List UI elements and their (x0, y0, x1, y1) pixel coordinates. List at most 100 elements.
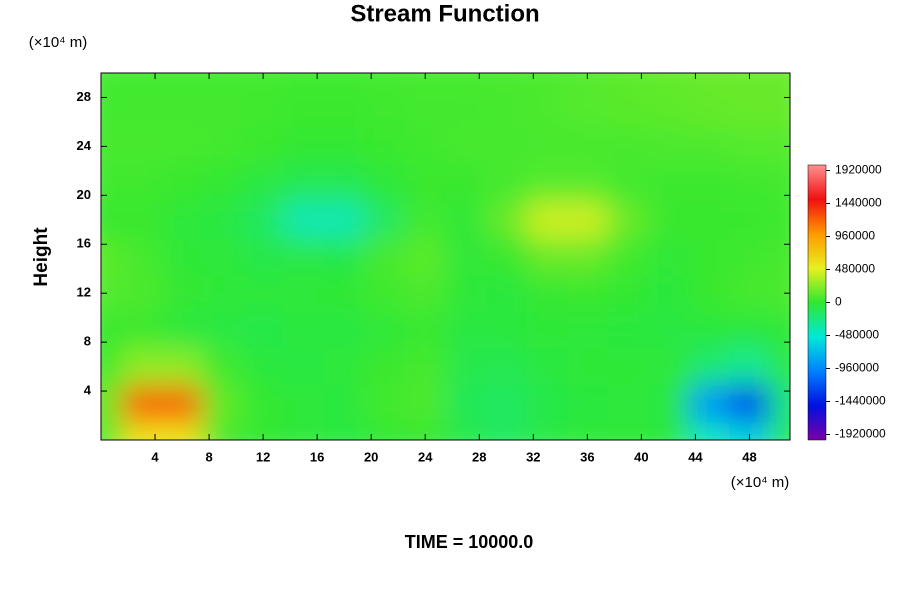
field-cell (202, 274, 244, 313)
x-tick-label: 12 (256, 449, 270, 464)
x-tick-label: 40 (634, 449, 648, 464)
field-cell (769, 201, 790, 239)
field-cell (526, 311, 568, 349)
field-cell (121, 164, 163, 202)
y-tick-label: 8 (84, 334, 91, 349)
field-cell (648, 238, 690, 276)
field-cell (283, 128, 325, 166)
field-cell (121, 274, 163, 313)
field-cell (769, 128, 790, 166)
field-cell (526, 348, 568, 386)
field-cell (283, 201, 325, 239)
field-cell (242, 348, 284, 386)
field-cell (242, 91, 284, 129)
colorbar-label: 1920000 (835, 163, 882, 177)
y-unit: (×10⁴ m) (29, 34, 88, 51)
field-cell (283, 348, 325, 386)
field-cell (364, 164, 406, 202)
field-cell (283, 384, 325, 423)
field-cell (688, 384, 730, 423)
field-cell (161, 238, 203, 276)
field-cell (161, 164, 203, 202)
field-cell (445, 274, 487, 313)
field-cell (648, 91, 690, 129)
field-cell (101, 274, 122, 313)
field-cell (688, 238, 730, 276)
field-cell (688, 164, 730, 202)
field-cell (729, 238, 771, 276)
field-cell (526, 274, 568, 313)
field-cell (364, 311, 406, 349)
field-cell (607, 201, 649, 239)
field-cell (364, 421, 406, 440)
field-cell (769, 311, 790, 349)
field-cell (567, 128, 609, 166)
field-cell (323, 201, 365, 239)
y-tick-label: 24 (77, 138, 92, 153)
field-cell (323, 91, 365, 129)
field-cell (567, 91, 609, 129)
field-cell (121, 348, 163, 386)
field-cell (101, 384, 122, 423)
field-cell (242, 238, 284, 276)
colorbar-label: 1440000 (835, 196, 882, 210)
field-cell (688, 348, 730, 386)
x-tick-label: 48 (742, 449, 756, 464)
field-cell (688, 421, 730, 440)
x-tick-label: 20 (364, 449, 378, 464)
plot-frame (100, 72, 791, 441)
field-cell (567, 348, 609, 386)
y-tick-label: 16 (77, 236, 91, 251)
field-cell (486, 274, 528, 313)
field-cell (202, 384, 244, 423)
field-cell (567, 311, 609, 349)
field-cell (729, 164, 771, 202)
field-cell (607, 274, 649, 313)
field-cell (404, 384, 446, 423)
field-cell (283, 238, 325, 276)
field-cell (121, 128, 163, 166)
field-cell (486, 311, 528, 349)
field-cell (101, 311, 122, 349)
field-cell (242, 274, 284, 313)
field-cell (567, 73, 609, 92)
y-tick-label: 12 (77, 285, 91, 300)
field-cell (283, 73, 325, 92)
y-tick-label: 4 (84, 383, 92, 398)
field-cell (121, 311, 163, 349)
field-cell (202, 238, 244, 276)
field-cell (364, 384, 406, 423)
field-cell (445, 348, 487, 386)
field-cell (769, 91, 790, 129)
field-cell (283, 91, 325, 129)
footer: TIME = 10000.0 (405, 532, 534, 552)
colorbar-label: -1440000 (835, 394, 886, 408)
field-cell (101, 164, 122, 202)
field-cell (364, 73, 406, 92)
field-cell (404, 311, 446, 349)
field-cell (121, 238, 163, 276)
field-cell (242, 384, 284, 423)
field-cell (526, 201, 568, 239)
field-cell (161, 91, 203, 129)
field-cell (445, 421, 487, 440)
field-cell (526, 384, 568, 423)
y-axis-label: Height (31, 227, 52, 287)
field-cell (323, 274, 365, 313)
field-cell (445, 128, 487, 166)
colorbar-label: -1920000 (835, 427, 886, 441)
field-cell (607, 348, 649, 386)
x-tick-label: 32 (526, 449, 540, 464)
field-cell (202, 348, 244, 386)
x-tick-label: 24 (418, 449, 433, 464)
field-cell (445, 164, 487, 202)
field-cell (567, 384, 609, 423)
field-cell (242, 73, 284, 92)
field-cell (242, 311, 284, 349)
field-cell (526, 164, 568, 202)
field-cell (445, 91, 487, 129)
field-cell (404, 348, 446, 386)
field-cell (161, 348, 203, 386)
x-unit: (×10⁴ m) (731, 474, 790, 491)
field-cell (729, 91, 771, 129)
